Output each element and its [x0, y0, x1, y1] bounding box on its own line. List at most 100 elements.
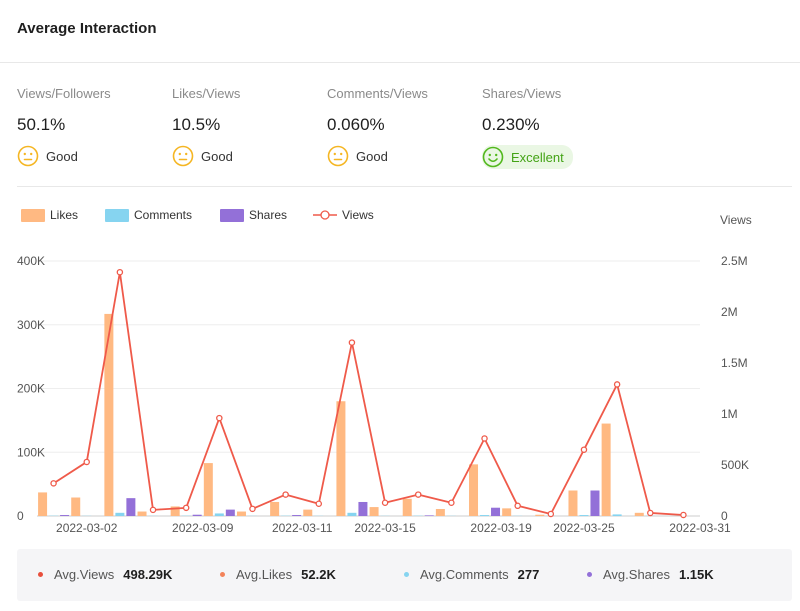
views-point [83, 458, 90, 466]
likes-bar [104, 313, 114, 516]
views-point [348, 339, 356, 346]
rating-badge: Good [327, 145, 477, 167]
x-tick-label: 2022-03-11 [272, 521, 333, 535]
views-point [580, 446, 588, 453]
likes-bar [435, 508, 445, 516]
likes-bar [203, 463, 213, 516]
shares-bar [424, 515, 434, 516]
likes-bar [270, 501, 280, 516]
avg-comments-dot [404, 572, 409, 577]
likes-bar [402, 498, 412, 516]
metric-value: 10.5% [172, 115, 221, 134]
avg-likes-stat: Avg.Likes 52.2K [220, 567, 336, 582]
x-tick-label: 2022-03-25 [553, 521, 615, 535]
rating-label: Good [46, 148, 78, 164]
views-point [448, 499, 455, 506]
x-tick-label: 2022-03-02 [56, 521, 118, 535]
divider [17, 186, 792, 187]
rating-badge: Good [17, 145, 167, 167]
y-left-tick-label: 100K [17, 445, 45, 459]
views-point [613, 381, 621, 388]
stat-value: 52.2K [301, 567, 336, 582]
avg-views-stat: Avg.Views 498.29K [38, 567, 172, 582]
y-left-tick-label: 200K [17, 382, 45, 396]
y-right-tick-label: 0 [721, 509, 728, 523]
x-tick-label: 2022-03-19 [470, 521, 532, 535]
legend-label: Views [342, 208, 374, 222]
shares-bar [491, 507, 501, 516]
neutral-face-icon [172, 145, 194, 167]
likes-bar [634, 512, 644, 516]
avg-comments-stat: Avg.Comments 277 [404, 567, 539, 582]
avg-shares-dot [587, 572, 592, 577]
views-point [116, 268, 124, 276]
metric-label: Likes/Views [172, 86, 241, 101]
views-point [680, 511, 687, 519]
likes-bar [336, 401, 346, 516]
x-tick-label: 2022-03-15 [354, 521, 416, 535]
views-point [249, 505, 256, 513]
likes-bar [38, 492, 48, 516]
views-point [381, 499, 389, 506]
avg-views-dot [38, 572, 43, 577]
metric-label: Shares/Views [482, 86, 562, 101]
metric-likes-views: Likes/Views 10.5% Good [172, 86, 322, 167]
comments-bar [579, 515, 589, 516]
metric-views-followers: Views/Followers 50.1% Good [17, 86, 167, 167]
views-point [182, 504, 190, 512]
likes-bar [71, 497, 81, 516]
y-right-tick-label: 1.5M [721, 356, 748, 370]
rating-label: Good [356, 148, 388, 164]
y-left-tick-label: 400K [17, 254, 45, 268]
rating-label: Good [201, 148, 233, 164]
metric-value: 0.230% [482, 115, 540, 134]
views-point [216, 414, 223, 422]
divider [0, 62, 800, 63]
metric-value: 50.1% [17, 115, 66, 134]
x-tick-label: 2022-03-09 [172, 521, 234, 535]
shares-bar [225, 509, 235, 516]
views-point [282, 491, 289, 498]
views-point [414, 491, 422, 498]
metric-shares-views: Shares/Views 0.230% Excellent [482, 86, 632, 169]
comments-bar [347, 512, 357, 516]
comments-bar [612, 514, 622, 516]
likes-bar [170, 506, 180, 516]
shares-bar [292, 515, 302, 516]
likes-bar [568, 490, 578, 516]
y-right-axis-title: Views [720, 213, 752, 227]
shares-bar [126, 498, 136, 516]
stat-label: Avg.Likes [236, 567, 293, 582]
shares-bar [590, 490, 600, 516]
y-left-tick-label: 300K [17, 318, 45, 332]
comments-legend-swatch [105, 209, 129, 222]
stat-value: 498.29K [123, 567, 173, 582]
likes-bar [502, 508, 512, 516]
stat-label: Avg.Comments [420, 567, 509, 582]
metric-comments-views: Comments/Views 0.060% Good [327, 86, 477, 167]
views-legend-marker [320, 210, 330, 220]
avg-likes-dot [220, 572, 225, 577]
views-point [149, 506, 157, 514]
neutral-face-icon [327, 145, 349, 167]
views-point [315, 500, 323, 508]
likes-bar [236, 511, 246, 516]
x-tick-label: 2022-03-31 [669, 521, 731, 535]
shares-bar [192, 514, 202, 516]
views-point [481, 435, 488, 442]
views-point [50, 480, 57, 487]
y-left-tick-label: 0 [17, 509, 24, 523]
stat-value: 1.15K [678, 567, 714, 582]
y-right-tick-label: 2M [721, 305, 738, 319]
views-line [53, 271, 684, 516]
rating-badge: Good [172, 145, 322, 167]
page-title: Average Interaction [17, 20, 157, 37]
likes-bar [535, 514, 545, 516]
likes-bar [601, 423, 611, 516]
y-right-tick-label: 500K [721, 458, 749, 472]
likes-bar [369, 507, 379, 516]
comments-bar [115, 512, 125, 516]
rating-badge: Excellent [482, 145, 573, 169]
neutral-face-icon [17, 145, 39, 167]
comments-bar [214, 513, 224, 516]
